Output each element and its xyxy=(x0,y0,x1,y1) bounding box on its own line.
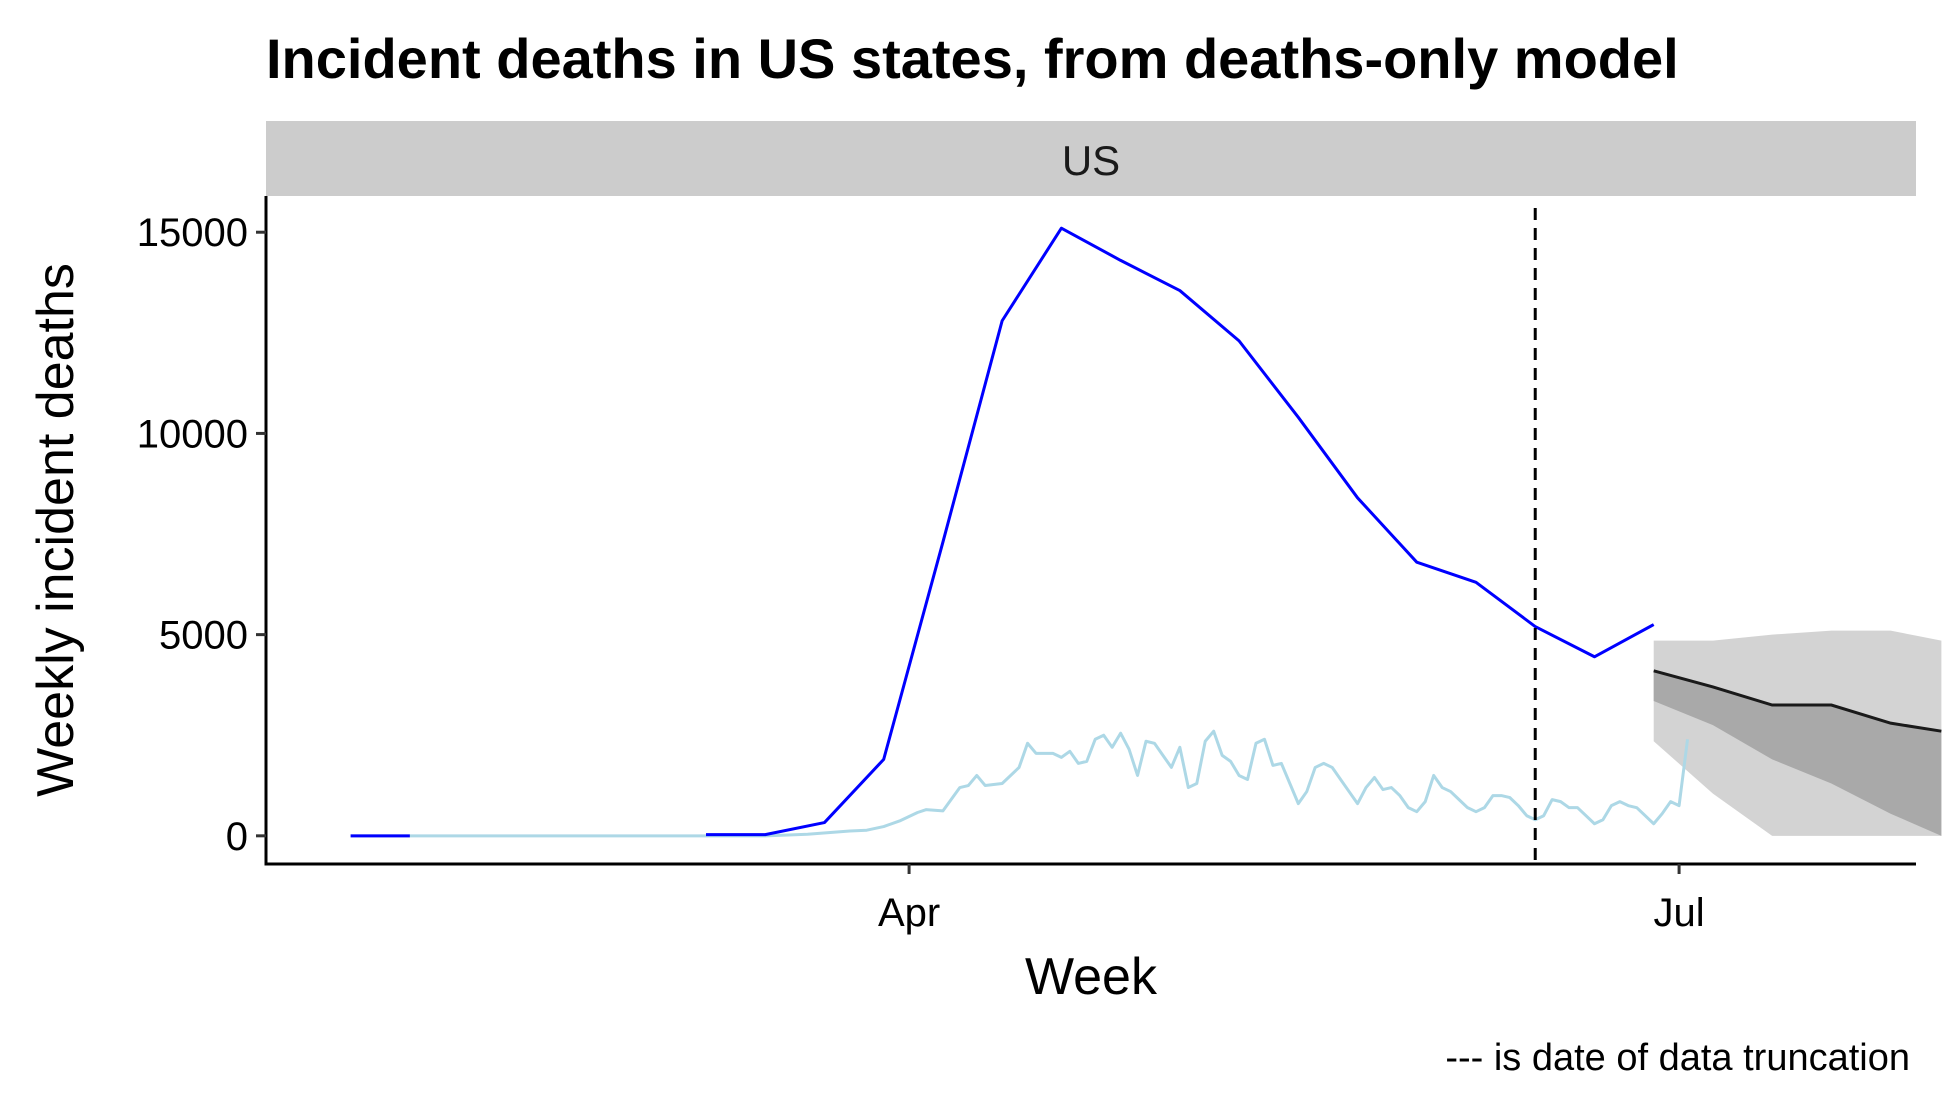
y-tick-label: 0 xyxy=(226,815,248,859)
x-tick-label: Jul xyxy=(1654,891,1705,935)
plot-panel xyxy=(350,208,1942,864)
weekly-deaths-line xyxy=(706,226,1655,837)
y-axis: 0 5000 10000 15000 xyxy=(137,196,268,864)
x-axis: Apr Jul xyxy=(264,862,1916,935)
facet-strip xyxy=(266,121,1916,196)
facet-label: US xyxy=(1062,137,1120,184)
series-lines xyxy=(350,226,1942,838)
x-tick-label: Apr xyxy=(878,891,940,935)
caption: --- is date of data truncation xyxy=(1445,1037,1910,1079)
chart-title: Incident deaths in US states, from death… xyxy=(266,27,1679,90)
forecast-inner-band xyxy=(1653,670,1942,836)
forecast-bands xyxy=(1653,630,1942,836)
forecast-median-line xyxy=(1653,669,1942,733)
y-tick-label: 15000 xyxy=(137,211,248,255)
x-axis-title: Week xyxy=(1025,948,1158,1006)
daily-deaths-line xyxy=(350,729,1690,838)
y-tick-label: 10000 xyxy=(137,412,248,456)
y-tick-label: 5000 xyxy=(159,614,248,658)
y-axis-title: Weekly incident deaths xyxy=(27,263,85,797)
